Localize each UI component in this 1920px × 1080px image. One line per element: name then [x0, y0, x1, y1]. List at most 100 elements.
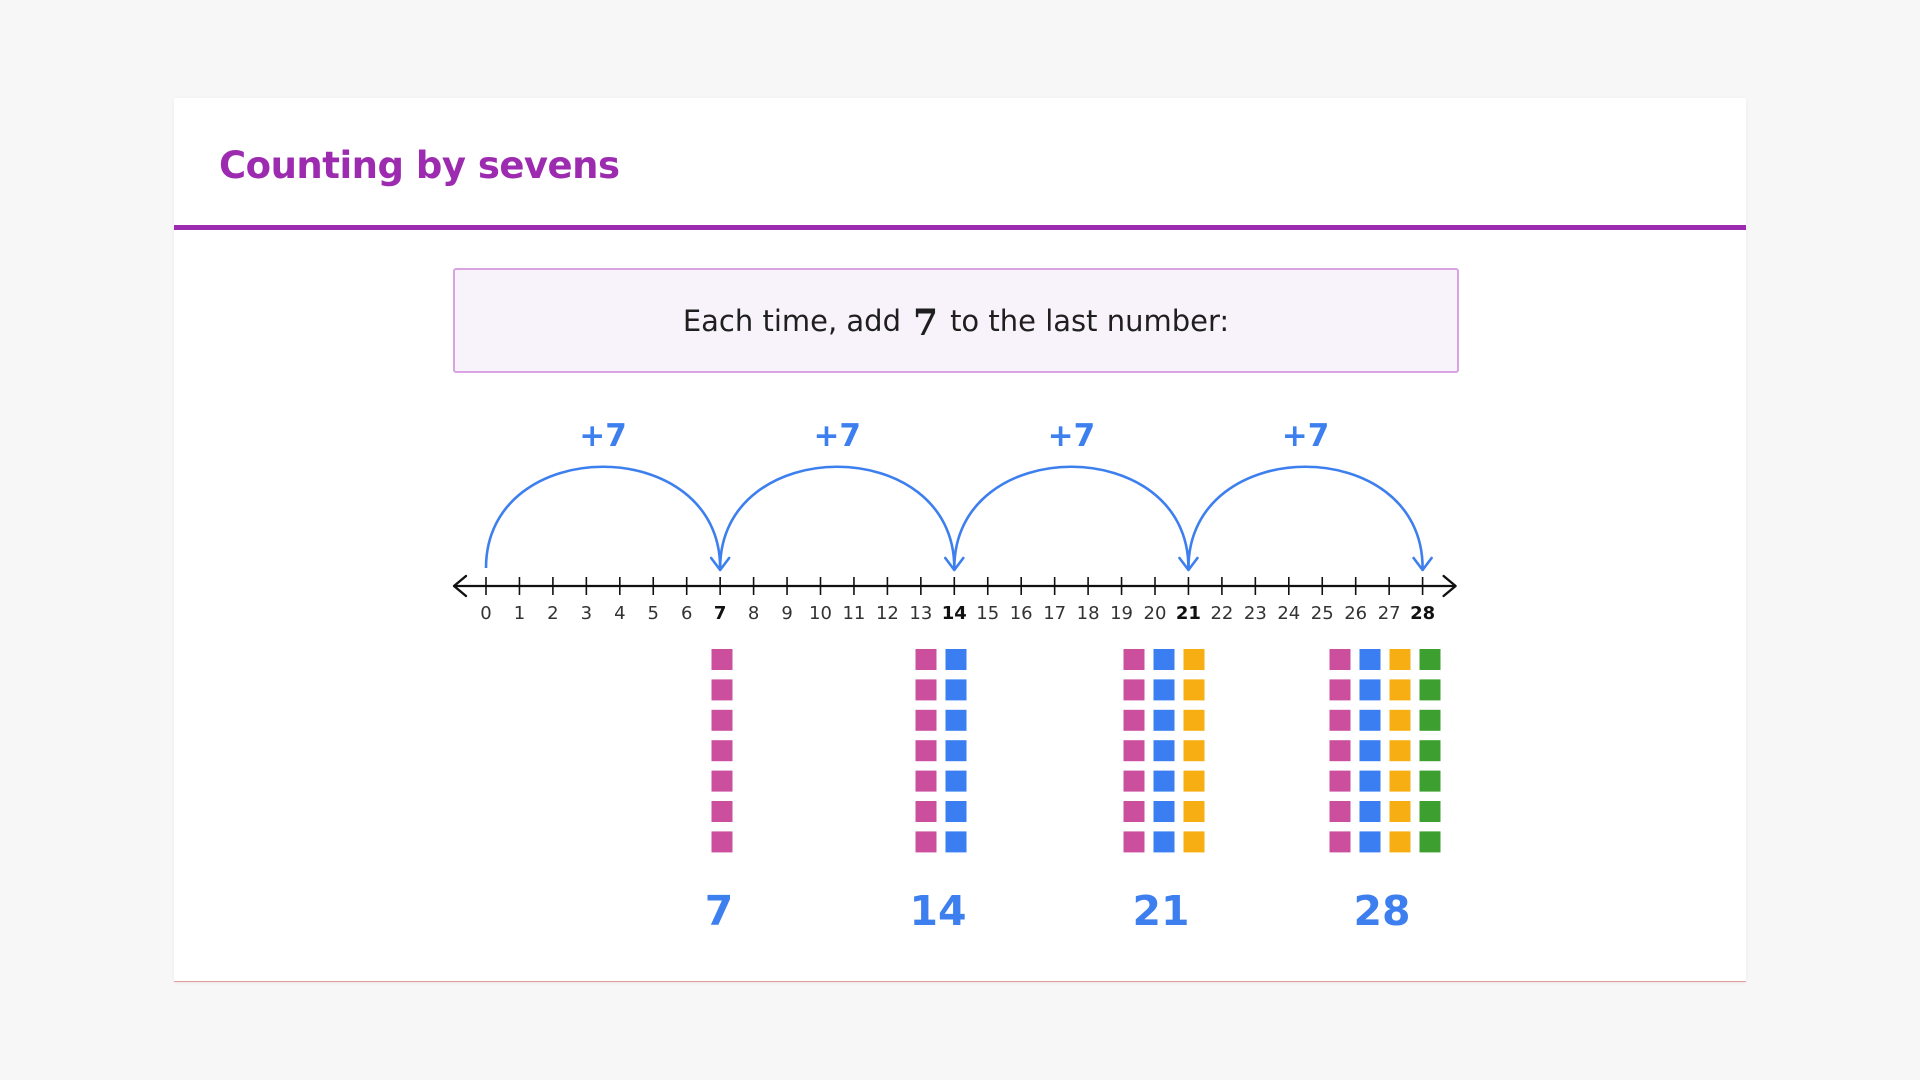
counting-block	[1183, 649, 1205, 670]
counting-block	[711, 801, 733, 822]
counting-block	[1419, 679, 1441, 701]
tick-label: 18	[1077, 603, 1100, 624]
counting-block	[711, 831, 733, 853]
counting-block	[711, 679, 733, 701]
title-divider	[174, 225, 1746, 230]
counting-block	[1153, 679, 1175, 701]
tick-label: 17	[1043, 603, 1066, 624]
tick-label: 1	[514, 603, 525, 624]
skip-counting-diagram: 0 1 2 3 4 5 6 7 8 9 10 11 12 13 14 15 16 17 18 19 20 21 22 23 24…	[452, 418, 1457, 935]
counting-block	[1389, 679, 1411, 701]
tick-label: 2	[547, 603, 558, 624]
counting-block	[945, 801, 967, 822]
left-arrow-icon	[452, 574, 468, 598]
counting-block	[1123, 649, 1145, 670]
counting-block	[1389, 831, 1411, 853]
tick-label: 25	[1311, 603, 1334, 624]
group-total-label: 28	[1353, 887, 1410, 935]
tick-label: 15	[976, 603, 999, 624]
counting-block	[1183, 679, 1205, 701]
jump-arrow-icon	[709, 556, 731, 572]
counting-block	[1419, 831, 1441, 853]
jump-arrow-icon	[943, 556, 965, 572]
tick-label: 26	[1344, 603, 1367, 624]
tick-label: 27	[1378, 603, 1401, 624]
counting-block	[1153, 801, 1175, 822]
jump-label: +7	[1282, 418, 1330, 454]
tick-label: 7	[714, 603, 727, 624]
counting-block	[1389, 649, 1411, 670]
group-total-label: 21	[1132, 887, 1189, 935]
counting-block	[1419, 740, 1441, 762]
counting-block	[1419, 709, 1441, 731]
counting-block	[1153, 649, 1175, 670]
counting-block	[1359, 740, 1381, 762]
slide: Counting by sevens Each time, add 7 to t…	[174, 98, 1746, 982]
group-total-label: 7	[705, 887, 734, 935]
counting-block	[1359, 831, 1381, 853]
counting-block	[711, 740, 733, 762]
counting-block	[1329, 801, 1351, 822]
tick-label: 10	[809, 603, 832, 624]
jump-arrow-icon	[1178, 556, 1199, 572]
counting-block	[1359, 709, 1381, 731]
tick-label: 0	[480, 603, 491, 624]
counting-block	[1123, 831, 1145, 853]
tick-label: 3	[581, 603, 592, 624]
counting-block	[945, 831, 967, 853]
counting-block	[915, 831, 937, 853]
counting-block	[915, 801, 937, 822]
counting-block	[1153, 740, 1175, 762]
counting-block	[1153, 831, 1175, 853]
counting-block	[1183, 740, 1205, 762]
counting-block	[1183, 831, 1205, 853]
jump-arrow-icon	[1412, 556, 1433, 572]
counting-block	[945, 709, 967, 731]
counting-block	[1329, 649, 1351, 670]
counting-block	[1183, 709, 1205, 731]
tick-label: 23	[1244, 603, 1267, 624]
counting-block	[945, 740, 967, 762]
counting-block	[1359, 679, 1381, 701]
counting-block	[1123, 740, 1145, 762]
group-total-label: 14	[909, 887, 966, 935]
counting-block	[1329, 709, 1351, 731]
counting-block	[1123, 709, 1145, 731]
jump-arc	[1187, 465, 1424, 569]
tick-label: 8	[748, 603, 759, 624]
counting-block	[1183, 770, 1205, 792]
counting-block	[1329, 831, 1351, 853]
counting-block	[1183, 801, 1205, 822]
tick-label: 24	[1277, 603, 1300, 624]
right-arrow-icon	[1442, 574, 1457, 598]
tick-label: 11	[842, 603, 865, 624]
instruction-text-after: to the last number:	[950, 303, 1230, 338]
tick-label: 4	[614, 603, 625, 624]
counting-block	[1123, 770, 1145, 792]
instruction-number: 7	[913, 301, 939, 344]
counting-block	[711, 649, 733, 670]
jump-arc	[718, 465, 956, 569]
counting-block	[1419, 801, 1441, 822]
counting-block	[1419, 649, 1441, 670]
counting-block	[915, 709, 937, 731]
tick-label: 20	[1144, 603, 1167, 624]
counting-block	[1389, 709, 1411, 731]
tick-label: 16	[1010, 603, 1033, 624]
jump-label: +7	[1048, 418, 1096, 454]
tick-label: 19	[1110, 603, 1133, 624]
counting-block	[1359, 649, 1381, 670]
tick-label: 12	[876, 603, 899, 624]
tick-label: 14	[942, 603, 967, 624]
instruction-text-before: Each time, add	[682, 303, 901, 338]
counting-block	[1329, 740, 1351, 762]
tick-label: 13	[909, 603, 932, 624]
counting-block	[945, 649, 967, 670]
tick-label: 6	[681, 603, 692, 624]
counting-block	[1123, 679, 1145, 701]
jump-arc	[953, 465, 1190, 569]
tick-label: 21	[1176, 603, 1201, 624]
counting-block	[915, 649, 937, 670]
tick-label: 28	[1410, 603, 1435, 624]
counting-block	[1419, 770, 1441, 792]
